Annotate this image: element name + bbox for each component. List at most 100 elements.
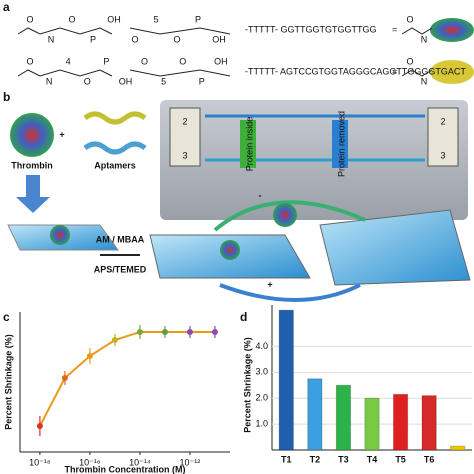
x-tick-label: 10⁻¹²	[180, 457, 201, 467]
atom-label: N	[421, 34, 428, 44]
skeleton	[401, 27, 433, 35]
ruler-number: 2	[440, 116, 445, 126]
thrombin	[273, 203, 297, 227]
skeleton	[129, 69, 231, 77]
aptamer	[83, 111, 147, 125]
ruler-number: 2	[182, 116, 187, 126]
data-point	[161, 329, 168, 335]
protein-inside-bar	[240, 120, 256, 168]
panel-label: c	[3, 310, 10, 324]
aptamer	[83, 141, 147, 155]
atom-label: P	[195, 14, 201, 24]
molecule-model	[430, 18, 474, 42]
data-point	[111, 337, 118, 343]
atom-label: 5	[153, 14, 158, 24]
atom-label: P	[90, 34, 96, 44]
x-tick-label: T4	[367, 454, 378, 464]
equals: =	[392, 66, 397, 76]
atom-label: OH	[212, 34, 226, 44]
reagent-top: AM / MBAA	[96, 234, 145, 244]
plus: +	[59, 129, 64, 139]
x-tick-label: T2	[310, 454, 321, 464]
skeleton	[17, 69, 113, 77]
panel-label: a	[3, 0, 10, 14]
y-tick-label: 1.0	[255, 418, 268, 428]
data-point	[211, 329, 218, 335]
plus-sign: +	[267, 279, 272, 289]
data-point	[136, 329, 143, 335]
minus-sign: -	[259, 190, 262, 200]
data-point	[61, 375, 68, 381]
panel-label: d	[240, 310, 247, 324]
atom-label: N	[421, 76, 428, 86]
atom-label: O	[179, 56, 186, 66]
atom-label: OH	[119, 76, 133, 86]
thrombin: Thrombin	[11, 160, 53, 170]
atom-label: P	[103, 56, 109, 66]
bar	[307, 378, 323, 451]
bar	[364, 397, 380, 451]
skeleton	[17, 27, 113, 35]
bar	[392, 393, 409, 451]
bar	[335, 384, 352, 451]
x-tick-label: 10⁻¹⁶	[79, 457, 101, 467]
atom-label: O	[26, 56, 33, 66]
y-axis-label: Percent Shrinkage (%)	[242, 337, 252, 433]
arrow-label: Protein removed	[336, 111, 346, 177]
y-tick-label: 4.0	[255, 341, 268, 351]
atom-label: P	[199, 76, 205, 86]
atom-label: N	[48, 34, 55, 44]
aptamers: Aptamers	[94, 160, 136, 170]
ruler	[169, 107, 201, 167]
bar	[421, 395, 437, 451]
thrombin	[220, 240, 240, 260]
protein-removed-bar	[332, 120, 348, 168]
atom-label: 4	[66, 56, 71, 66]
molecule-model	[430, 60, 474, 84]
atom-label: O	[26, 14, 33, 24]
atom-label: O	[406, 56, 413, 66]
x-tick-label: 10⁻¹⁸	[29, 457, 51, 467]
atom-label: N	[46, 76, 53, 86]
thrombin-in-gel	[50, 225, 70, 245]
atom-label: O	[173, 34, 180, 44]
panel-label: b	[3, 90, 10, 104]
atom-label: 5	[161, 76, 166, 86]
sequence: -TTTTT- GGTTGGTGTGGTTGG	[245, 24, 376, 34]
x-axis-label: Thrombin Concentration (M)	[65, 464, 186, 474]
atom-label: O	[84, 76, 91, 86]
equals: =	[392, 24, 397, 34]
sequence: -TTTTT- AGTCCGTGGTAGGGCAGGTTGGGGTGACT	[245, 66, 466, 76]
atom-label: OH	[214, 56, 228, 66]
y-tick-label: 2.0	[255, 393, 268, 403]
x-tick-label: T6	[424, 454, 435, 464]
atom-label: O	[141, 56, 148, 66]
ruler	[427, 107, 459, 167]
y-axis-label: Percent Shrinkage (%)	[3, 334, 13, 430]
atom-label: O	[131, 34, 138, 44]
cycle-arrow	[219, 283, 361, 302]
reagent-bottom: APS/TEMED	[94, 264, 147, 274]
data-line	[39, 331, 215, 427]
bar	[278, 309, 294, 451]
atom-label: O	[68, 14, 75, 24]
ruler-number: 3	[182, 150, 187, 160]
bar	[450, 445, 466, 451]
skeleton	[401, 69, 433, 77]
y-tick-label: 3.0	[255, 367, 268, 377]
down-arrow	[16, 175, 50, 213]
cycle-arrow	[213, 200, 366, 232]
thrombin	[10, 113, 54, 157]
atom-label: OH	[107, 14, 121, 24]
x-tick-label: T3	[338, 454, 349, 464]
data-point	[86, 353, 93, 359]
x-tick-label: 10⁻¹⁴	[129, 457, 151, 467]
skeleton	[129, 27, 231, 35]
ruler-number: 3	[440, 150, 445, 160]
x-tick-label: T5	[395, 454, 406, 464]
gel-shrunk	[319, 209, 471, 286]
data-point	[186, 329, 193, 335]
arrow-label: Protein inside	[244, 117, 254, 172]
atom-label: O	[406, 14, 413, 24]
